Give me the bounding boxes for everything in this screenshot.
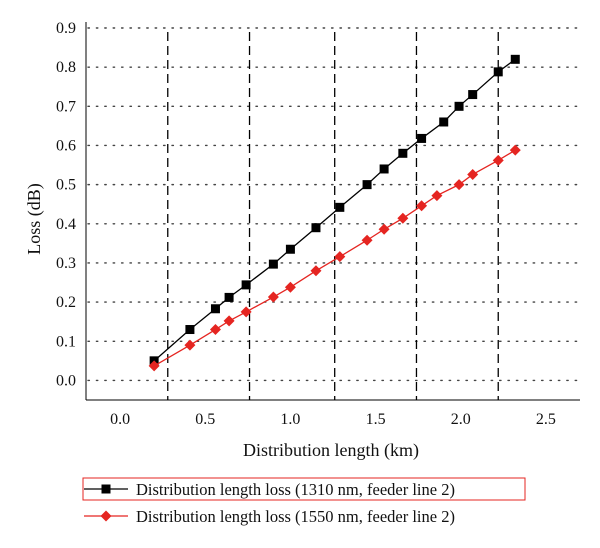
x-tick-label-4: 2.0: [451, 411, 471, 428]
x-tick-label-2: 1.0: [280, 411, 300, 428]
y-tick-label-3: 0.3: [56, 255, 76, 272]
y-tick-label-7: 0.7: [56, 98, 76, 115]
y-tick-label-1: 0.1: [56, 333, 76, 350]
x-tick-label-5: 2.5: [536, 411, 556, 428]
series-0-point-7: [311, 223, 321, 233]
series-1-point-11: [397, 212, 409, 224]
series-1: [148, 144, 521, 372]
y-tick-label-0: 0.0: [56, 372, 76, 389]
series-0-point-1: [185, 325, 195, 335]
y-tick-label-5: 0.5: [56, 177, 76, 194]
series-0-point-11: [398, 148, 408, 158]
series-0-point-10: [379, 164, 389, 174]
series-0-point-2: [210, 304, 220, 314]
series-1-point-1: [184, 339, 196, 351]
legend: Distribution length loss (1310 nm, feede…: [82, 477, 526, 526]
series-0-point-8: [335, 202, 345, 212]
legend-marker-0: [101, 484, 111, 494]
legend-swatch-1550nm: [84, 510, 128, 522]
series-0-point-3: [224, 292, 234, 302]
legend-item-1310nm: Distribution length loss (1310 nm, feede…: [82, 477, 526, 501]
series-0-point-4: [241, 280, 251, 290]
series-1-point-0: [148, 360, 160, 372]
series-1-point-2: [209, 324, 221, 336]
series-1-point-17: [509, 144, 521, 156]
series-1-point-16: [492, 154, 504, 166]
series-1-point-4: [240, 306, 252, 318]
x-tick-label-1: 0.5: [195, 411, 215, 428]
series-1-point-6: [284, 281, 296, 293]
y-axis-title: Loss (dB): [24, 183, 45, 255]
y-tick-label-9: 0.9: [56, 20, 76, 37]
y-tick-label-4: 0.4: [56, 216, 76, 233]
legend-label-1550nm: Distribution length loss (1550 nm, feede…: [136, 507, 455, 526]
legend-label-1310nm: Distribution length loss (1310 nm, feede…: [136, 480, 455, 499]
series-0: [149, 54, 520, 366]
series-1-point-13: [431, 190, 443, 202]
series-1-point-15: [467, 168, 479, 180]
x-axis-title: Distribution length (km): [243, 440, 419, 461]
series-0-point-14: [454, 101, 464, 111]
series-1-point-9: [361, 234, 373, 246]
x-tick-label-3: 1.5: [366, 411, 386, 428]
vertical-dashed-lines: [167, 32, 499, 400]
legend-swatch-1310nm: [84, 484, 128, 494]
y-tick-labels: 0.0 0.1 0.2 0.3 0.4 0.5 0.6 0.7 0.8 0.9: [56, 20, 76, 389]
series-1-point-3: [223, 315, 235, 327]
grid: [87, 27, 581, 382]
series-1-point-14: [453, 179, 465, 191]
series-0-point-15: [468, 90, 478, 100]
series-1-point-12: [416, 200, 428, 212]
series-1-point-10: [378, 223, 390, 235]
y-tick-label-8: 0.8: [56, 59, 76, 76]
x-tick-label-0: 0.0: [110, 411, 130, 428]
series-0-point-13: [439, 117, 449, 127]
series-1-point-7: [310, 265, 322, 277]
series-1-point-8: [334, 251, 346, 263]
series-0-point-12: [417, 133, 427, 143]
series-0-point-5: [268, 259, 278, 269]
legend-item-1550nm: Distribution length loss (1550 nm, feede…: [84, 507, 455, 526]
x-tick-labels: 0.0 0.5 1.0 1.5 2.0 2.5: [110, 411, 556, 428]
series-0-point-17: [510, 54, 520, 64]
series-0-point-6: [285, 244, 295, 254]
series-0-point-16: [493, 67, 503, 77]
legend-marker-1: [100, 510, 112, 522]
axes: [85, 22, 580, 401]
series-1-point-5: [267, 291, 279, 303]
y-tick-label-2: 0.2: [56, 294, 76, 311]
series-0-point-9: [362, 180, 372, 190]
legend-highlight-box: [82, 477, 526, 501]
series: [148, 54, 521, 372]
y-tick-label-6: 0.6: [56, 137, 76, 154]
